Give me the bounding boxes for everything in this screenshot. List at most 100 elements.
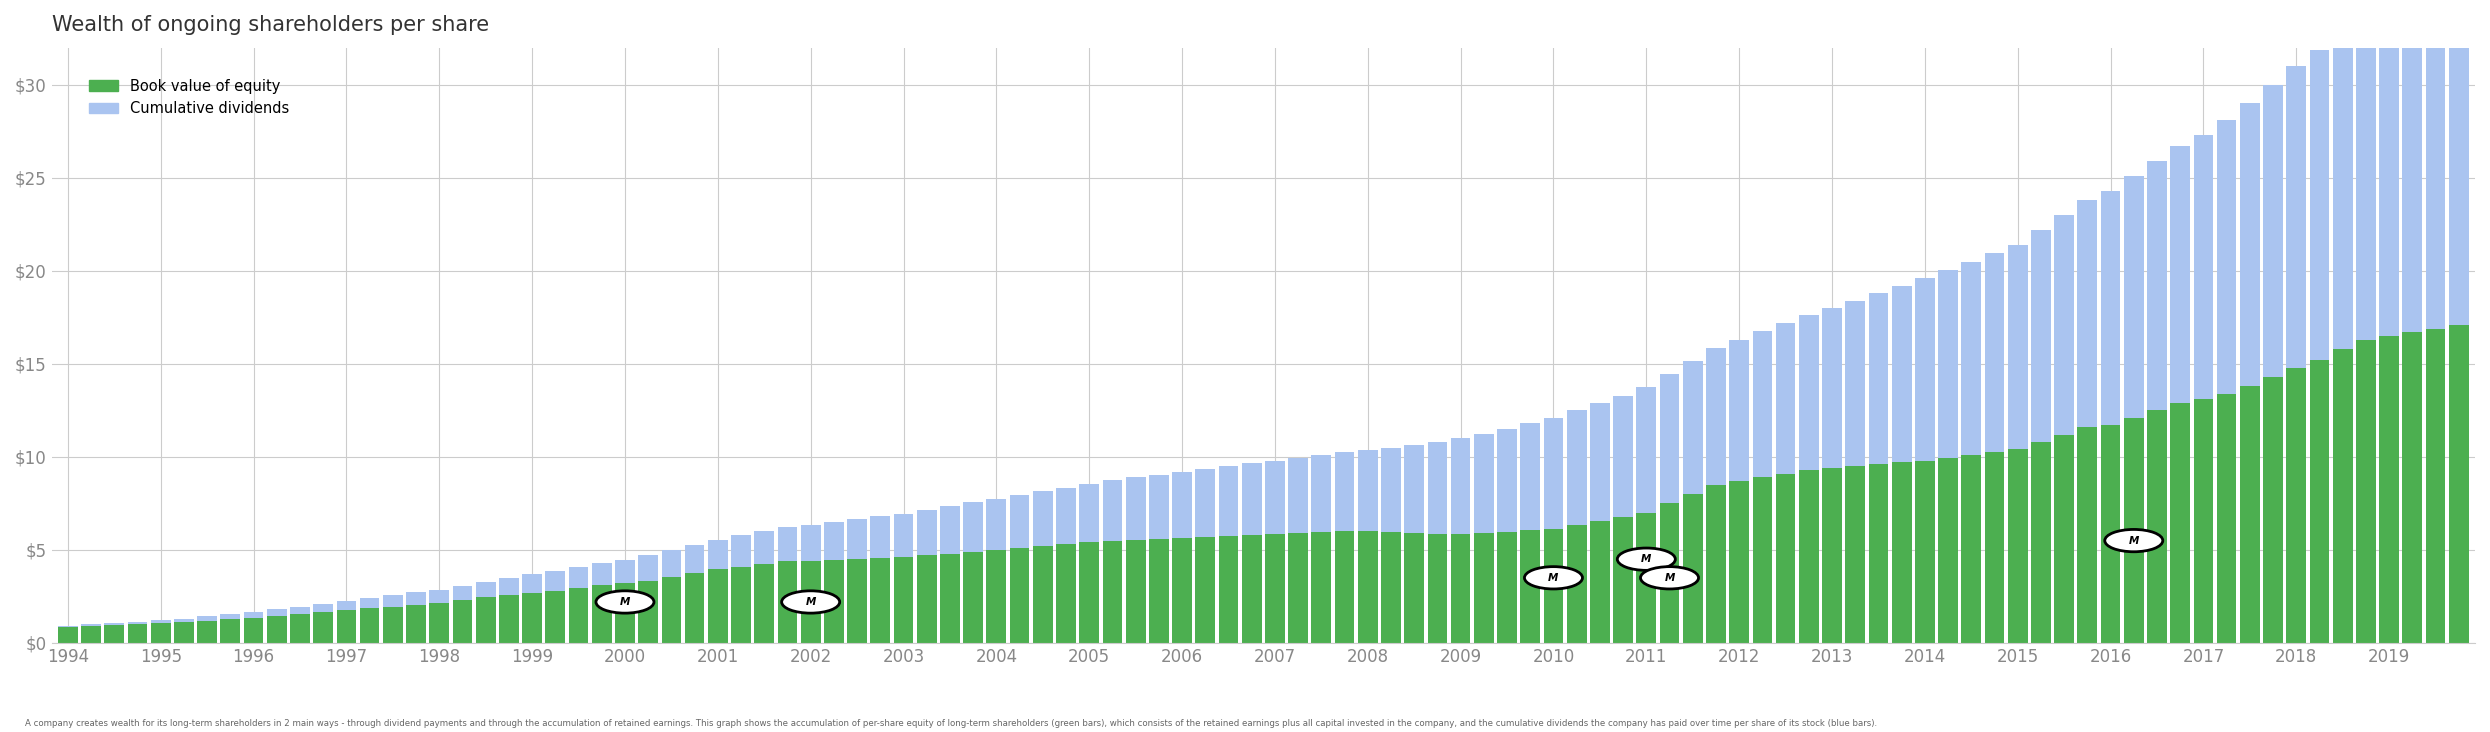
Bar xyxy=(1173,471,1193,538)
Bar xyxy=(916,556,936,643)
Bar xyxy=(1474,533,1494,643)
Bar xyxy=(637,580,657,643)
Bar xyxy=(174,619,194,622)
Bar xyxy=(1033,546,1053,643)
Bar xyxy=(916,510,936,556)
Bar xyxy=(2146,411,2166,643)
Bar xyxy=(802,561,822,643)
Bar xyxy=(1148,539,1168,643)
Bar xyxy=(1243,535,1262,643)
Bar xyxy=(1728,481,1748,643)
Bar xyxy=(707,569,727,643)
Ellipse shape xyxy=(1618,548,1676,570)
Bar xyxy=(732,567,752,643)
Bar xyxy=(406,605,426,643)
Bar xyxy=(1798,315,1818,470)
Bar xyxy=(1683,494,1703,643)
Bar xyxy=(57,626,77,627)
Bar xyxy=(1195,537,1215,643)
Bar xyxy=(1892,463,1912,643)
Bar xyxy=(2286,367,2306,643)
Bar xyxy=(1496,429,1516,532)
Bar xyxy=(1218,536,1238,643)
Bar xyxy=(1566,411,1586,525)
Bar xyxy=(1382,532,1402,643)
Bar xyxy=(314,604,334,612)
Bar xyxy=(266,616,286,643)
Bar xyxy=(222,613,239,619)
Bar xyxy=(894,514,914,557)
Bar xyxy=(197,621,217,643)
Bar xyxy=(1823,468,1843,643)
Bar xyxy=(2032,442,2052,643)
Bar xyxy=(1011,495,1028,548)
Bar xyxy=(2032,230,2052,442)
Bar xyxy=(2380,336,2398,643)
Text: M: M xyxy=(2129,536,2139,545)
Bar xyxy=(428,589,448,603)
Bar xyxy=(406,592,426,605)
Bar xyxy=(1452,534,1472,643)
Bar xyxy=(2448,0,2468,325)
Bar xyxy=(127,624,147,643)
Bar xyxy=(2054,435,2074,643)
Bar xyxy=(383,595,403,607)
Bar xyxy=(2194,135,2214,399)
Bar xyxy=(2425,329,2445,643)
Bar xyxy=(1125,477,1145,539)
Bar xyxy=(1078,542,1098,643)
Bar xyxy=(1103,480,1123,541)
Bar xyxy=(266,609,286,616)
Bar xyxy=(1357,531,1377,643)
Bar xyxy=(152,620,172,624)
Bar xyxy=(593,586,613,643)
Bar xyxy=(1962,455,1982,643)
Bar xyxy=(1033,491,1053,546)
Bar xyxy=(383,607,403,643)
Bar xyxy=(894,557,914,643)
Bar xyxy=(244,612,264,618)
Bar xyxy=(498,578,518,594)
Bar xyxy=(2124,418,2144,643)
Bar xyxy=(568,588,588,643)
Bar xyxy=(1544,418,1564,529)
Bar xyxy=(1521,531,1541,643)
Bar xyxy=(359,598,378,608)
Bar xyxy=(1427,534,1447,643)
Bar xyxy=(1775,474,1795,643)
Bar xyxy=(1382,447,1402,532)
Bar xyxy=(1265,534,1285,643)
Bar xyxy=(174,622,194,643)
Bar xyxy=(453,586,473,600)
Bar xyxy=(2425,0,2445,329)
Bar xyxy=(941,507,959,553)
Bar xyxy=(1728,340,1748,481)
Bar xyxy=(1496,532,1516,643)
Bar xyxy=(1661,374,1678,504)
Bar xyxy=(964,552,984,643)
Bar xyxy=(545,571,565,591)
Bar xyxy=(1591,403,1609,521)
Bar xyxy=(2311,50,2328,360)
Bar xyxy=(1056,545,1076,643)
Bar xyxy=(824,560,844,643)
Bar xyxy=(2146,161,2166,411)
Bar xyxy=(2194,399,2214,643)
Bar xyxy=(105,623,125,625)
Bar xyxy=(359,608,378,643)
Bar xyxy=(754,531,774,564)
Bar xyxy=(1404,533,1424,643)
Bar xyxy=(2171,146,2191,403)
Bar xyxy=(2054,215,2074,435)
Bar xyxy=(1683,361,1703,494)
Bar xyxy=(986,550,1006,643)
Bar xyxy=(662,550,682,577)
Legend: Book value of equity, Cumulative dividends: Book value of equity, Cumulative dividen… xyxy=(82,72,294,122)
Bar xyxy=(2124,176,2144,418)
Text: A company creates wealth for its long-term shareholders in 2 main ways - through: A company creates wealth for its long-te… xyxy=(25,720,1877,728)
Bar xyxy=(244,618,264,643)
Bar xyxy=(1287,458,1307,533)
Bar xyxy=(2333,349,2353,643)
Bar xyxy=(1265,460,1285,534)
Bar xyxy=(847,519,867,559)
